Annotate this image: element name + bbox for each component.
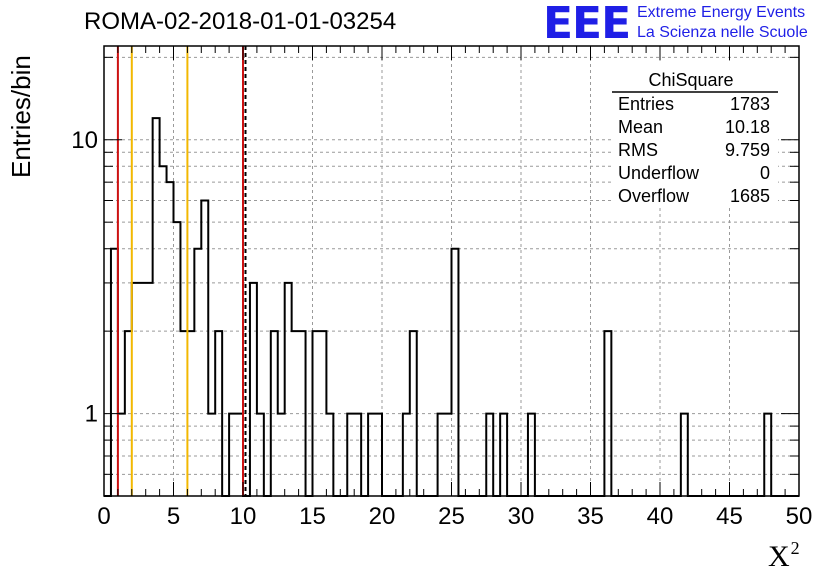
y-tick-label: 10 <box>71 127 98 154</box>
stats-row-label: Overflow <box>618 186 690 206</box>
stats-row-value: 0 <box>760 163 770 183</box>
stats-row-value: 10.18 <box>725 117 770 137</box>
x-axis-label-symbol: X <box>768 540 790 573</box>
stats-box-background <box>612 62 778 205</box>
stats-row-value: 1685 <box>730 186 770 206</box>
stats-box-title: ChiSquare <box>648 70 733 90</box>
stats-row-label: Underflow <box>618 163 700 183</box>
x-tick-label: 5 <box>167 503 180 530</box>
stats-row-value: 9.759 <box>725 140 770 160</box>
x-tick-label: 35 <box>577 503 604 530</box>
x-tick-label: 45 <box>716 503 743 530</box>
logo-subtitle-line-1: Extreme Energy Events <box>637 4 806 21</box>
x-tick-label: 30 <box>508 503 535 530</box>
x-axis-label-superscript: 2 <box>790 538 800 558</box>
x-tick-label: 25 <box>438 503 465 530</box>
x-tick-label: 40 <box>647 503 674 530</box>
x-tick-label: 50 <box>786 503 813 530</box>
logo-subtitle-line-2: La Scienza nelle Scuole <box>637 24 808 41</box>
x-tick-label: 20 <box>369 503 396 530</box>
x-axis-label: X2 <box>768 538 800 574</box>
x-tick-label: 10 <box>230 503 257 530</box>
chart-title: ROMA-02-2018-01-01-03254 <box>84 8 397 35</box>
stats-row-value: 1783 <box>730 94 770 114</box>
x-tick-label: 15 <box>299 503 326 530</box>
x-tick-label: 0 <box>97 503 110 530</box>
stats-row-label: Mean <box>618 117 663 137</box>
stats-row-label: Entries <box>618 94 674 114</box>
stats-row-label: RMS <box>618 140 658 160</box>
eee-logo: EEE <box>543 0 631 49</box>
y-tick-label: 1 <box>85 401 98 428</box>
